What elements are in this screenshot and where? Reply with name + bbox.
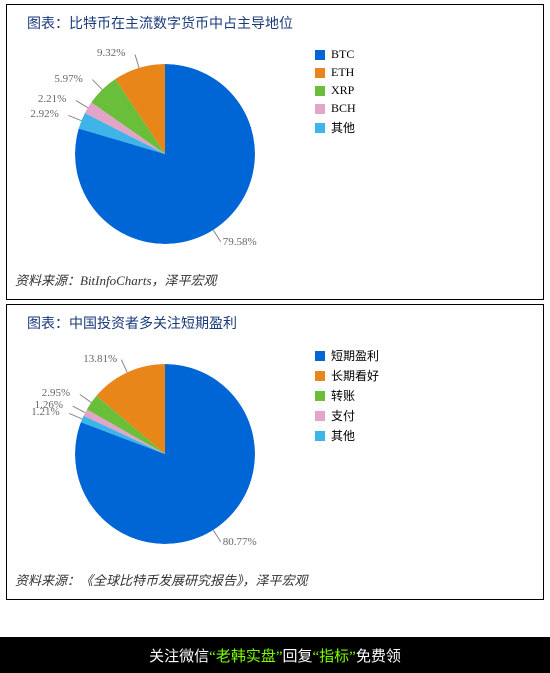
legend-swatch [315, 68, 325, 78]
legend-label: BCH [331, 101, 356, 116]
legend-item: 其他 [315, 119, 356, 136]
legend-item: 转账 [315, 387, 379, 404]
legend-label: BTC [331, 47, 354, 62]
footer-q1: “老韩实盘” [209, 645, 282, 666]
source-2: 资料来源：《全球比特币发展研究报告》，泽平宏观 [15, 570, 535, 589]
slice-label: 80.77% [223, 536, 257, 548]
pie-box-1: 9.32% 5.97% 2.21% 2.92% 79.58% [15, 39, 295, 264]
legend-item: XRP [315, 83, 356, 98]
legend-swatch [315, 411, 325, 421]
legend-label: 转账 [331, 387, 355, 404]
footer-pre: 关注微信 [149, 645, 209, 666]
legend-2: 短期盈利长期看好转账支付其他 [315, 347, 379, 447]
chart-title-1: 图表：比特币在主流数字货币中占主导地位 [27, 13, 535, 33]
legend-label: 长期看好 [331, 367, 379, 384]
legend-item: 短期盈利 [315, 347, 379, 364]
legend-swatch [315, 391, 325, 401]
legend-swatch [315, 371, 325, 381]
source-1: 资料来源：BitInfoCharts，泽平宏观 [15, 270, 535, 289]
legend-item: ETH [315, 65, 356, 80]
slice-label: 2.92% [30, 108, 58, 120]
legend-swatch [315, 351, 325, 361]
slice-label: 13.81% [83, 353, 117, 365]
chart-wrap-2: 13.81%2.95%1.26%1.21%80.77% 短期盈利长期看好转账支付… [15, 339, 535, 564]
legend-swatch [315, 123, 325, 133]
legend-item: BCH [315, 101, 356, 116]
footer-q2: “指标” [313, 645, 356, 666]
chart-wrap-1: 9.32% 5.97% 2.21% 2.92% 79.58% BTC ETH XRP BCH 其… [15, 39, 535, 264]
chart-card-1: 图表：比特币在主流数字货币中占主导地位 9.32% 5.97% 2.21% 2.92%… [6, 4, 544, 300]
legend-item: 其他 [315, 427, 379, 444]
legend-label: ETH [331, 65, 354, 80]
chart-card-2: 图表：中国投资者多关注短期盈利 13.81%2.95%1.26%1.21%80.… [6, 304, 544, 600]
slice-label: 79.58% [223, 236, 257, 248]
legend-label: XRP [331, 83, 354, 98]
slice-label: 1.21% [31, 406, 59, 418]
footer-mid: 回复 [282, 645, 312, 666]
slice-label: 2.21% [38, 93, 66, 105]
legend-label: 短期盈利 [331, 347, 379, 364]
slice-label: 5.97% [54, 73, 82, 85]
legend-swatch [315, 50, 325, 60]
slice-label: 2.95% [42, 387, 70, 399]
pie-box-2: 13.81%2.95%1.26%1.21%80.77% [15, 339, 295, 564]
legend-label: 支付 [331, 407, 355, 424]
legend-item: 长期看好 [315, 367, 379, 384]
legend-label: 其他 [331, 427, 355, 444]
legend-swatch [315, 86, 325, 96]
legend-label: 其他 [331, 119, 355, 136]
leader-lines-2 [15, 339, 295, 564]
footer-post: 免费领 [356, 645, 401, 666]
legend-swatch [315, 104, 325, 114]
chart-title-2: 图表：中国投资者多关注短期盈利 [27, 313, 535, 333]
slice-label: 9.32% [97, 47, 125, 59]
legend-item: 支付 [315, 407, 379, 424]
legend-1: BTC ETH XRP BCH 其他 [315, 47, 356, 139]
legend-item: BTC [315, 47, 356, 62]
legend-swatch [315, 431, 325, 441]
footer-banner: 关注微信 “老韩实盘” 回复 “指标” 免费领 [0, 637, 550, 673]
